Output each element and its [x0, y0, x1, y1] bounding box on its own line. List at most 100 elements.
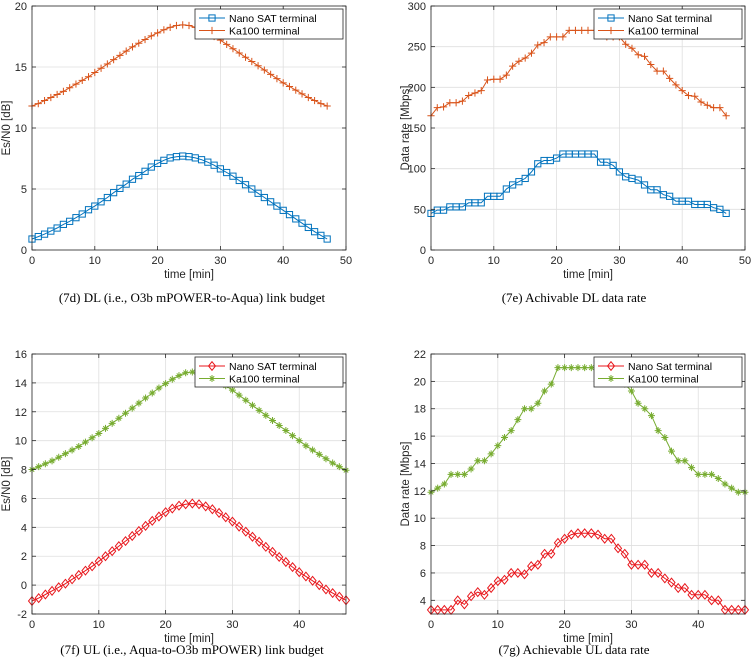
x-axis-label: time [min]: [164, 269, 214, 281]
series-nano-sat-terminal: [27, 498, 351, 607]
data-point: [295, 437, 303, 445]
legend-entry: Ka100 terminal: [229, 373, 300, 385]
data-point: [722, 209, 730, 218]
data-point: [268, 546, 277, 557]
data-point: [235, 391, 243, 399]
data-point: [554, 364, 562, 372]
data-point: [110, 189, 118, 197]
data-point: [254, 62, 262, 70]
data-point: [691, 92, 699, 100]
x-tick-label: 40: [692, 619, 704, 631]
legend-entry: Nano Sat terminal: [628, 13, 712, 25]
data-point: [317, 100, 325, 108]
data-point: [707, 595, 716, 606]
y-tick-label: 6: [21, 493, 27, 505]
data-point: [565, 26, 573, 34]
data-point: [311, 96, 319, 105]
data-point: [255, 536, 264, 547]
data-point: [660, 573, 669, 584]
data-point: [66, 217, 74, 225]
data-point: [289, 432, 297, 440]
data-point: [155, 384, 163, 392]
legend-box: [194, 356, 344, 388]
y-tick-label: 20: [414, 376, 426, 388]
data-point: [466, 591, 476, 602]
data-point: [477, 199, 485, 207]
data-point: [301, 571, 311, 582]
data-point: [547, 380, 555, 388]
data-point: [452, 99, 460, 107]
data-point: [321, 584, 331, 595]
data-point: [317, 231, 325, 239]
data-point: [75, 442, 83, 450]
data-point: [571, 26, 580, 34]
data-point: [91, 202, 99, 210]
data-point: [166, 23, 174, 31]
data-point: [188, 368, 196, 376]
data-point: [285, 211, 294, 219]
data-point: [260, 66, 268, 74]
data-point: [248, 401, 256, 409]
data-point: [561, 364, 569, 372]
data-point: [553, 33, 561, 41]
data-point: [298, 219, 306, 227]
y-tick-label: 300: [408, 1, 426, 13]
data-point: [311, 228, 319, 236]
data-point: [221, 512, 230, 523]
data-point: [147, 163, 155, 171]
data-point: [460, 470, 468, 478]
data-point: [323, 102, 331, 110]
x-tick-label: 10: [488, 255, 500, 267]
y-tick-label: 14: [414, 458, 426, 470]
x-tick-label: 20: [159, 619, 171, 631]
legend-entry: Ka100 terminal: [628, 373, 699, 385]
data-point: [298, 90, 306, 98]
data-point: [465, 91, 473, 100]
data-point: [547, 548, 556, 559]
x-tick-label: 10: [492, 619, 504, 631]
data-point: [78, 210, 86, 218]
y-tick-label: 4: [420, 595, 426, 607]
data-point: [48, 457, 56, 465]
data-point: [160, 26, 168, 34]
data-point: [147, 32, 155, 40]
data-point: [493, 576, 502, 587]
x-tick-label: 20: [558, 619, 570, 631]
data-point: [734, 488, 742, 496]
data-point: [148, 515, 157, 526]
data-point: [110, 56, 118, 64]
data-point: [527, 405, 535, 413]
data-point: [47, 93, 55, 102]
data-point: [534, 399, 542, 407]
data-point: [181, 499, 190, 510]
data-point: [122, 409, 130, 417]
x-tick-label: 20: [550, 255, 562, 267]
plot-area: [431, 354, 745, 614]
data-point: [292, 86, 300, 94]
data-point: [128, 175, 137, 183]
y-tick-label: 12: [15, 407, 27, 419]
data-point: [647, 567, 656, 579]
legend-entry: Nano Sat terminal: [628, 361, 712, 373]
data-point: [434, 484, 442, 492]
y-tick-label: 0: [21, 580, 27, 592]
figure-caption: (7f) UL (i.e., Aqua-to-O3b mPOWER) link …: [60, 642, 324, 657]
data-point: [108, 419, 116, 427]
data-point: [135, 39, 143, 47]
data-point: [480, 457, 488, 465]
y-tick-label: 10: [15, 123, 27, 135]
data-point: [574, 364, 582, 372]
y-tick-label: 6: [420, 568, 426, 580]
data-point: [248, 531, 257, 542]
data-point: [502, 185, 510, 193]
y-tick-label: 150: [408, 123, 426, 135]
data-point: [87, 561, 97, 572]
data-point: [78, 76, 86, 85]
data-point: [122, 47, 130, 55]
data-point: [161, 507, 170, 518]
data-point: [228, 516, 237, 527]
data-point: [627, 559, 636, 570]
legend-box: [593, 8, 743, 40]
